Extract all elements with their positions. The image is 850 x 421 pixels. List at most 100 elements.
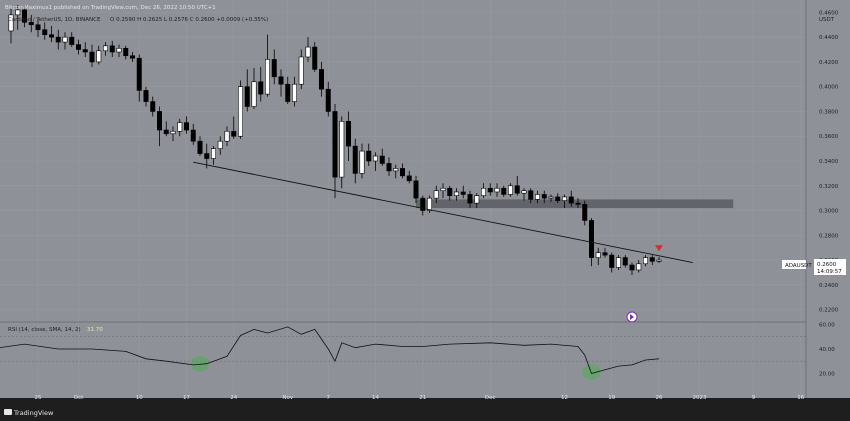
candle [21,4,27,28]
price-tick-label: 0.3400 [819,159,839,165]
candle-body [467,194,473,204]
candle-body [561,196,567,201]
candle-body [264,59,270,95]
candle-body [55,36,61,43]
candle [602,247,608,258]
candle-body [595,252,601,258]
candle-body [433,190,439,199]
candle [480,183,486,199]
price-tick-label: 0.4000 [819,85,839,91]
candle-body [298,56,304,85]
candle [143,86,149,107]
time-axis-area[interactable] [0,398,806,421]
time-tick-label: 17 [183,395,190,401]
candle-body [399,168,405,177]
candle-body [285,83,291,102]
candle-body [609,254,615,268]
candle-body [575,202,581,205]
last-price-label: 0.2600 [817,262,837,268]
rsi-tick-labels: 60.00 40.00 20.00 [819,322,835,377]
time-tick-label: 2023 [693,395,707,401]
candle [82,42,88,57]
candle [642,255,648,267]
candle-body [15,9,21,16]
candle [514,175,520,196]
rsi-indicator-label: RSI (14, close, SMA, 14, 2) [8,327,81,333]
candle-body [130,55,136,59]
time-tick-label: 24 [230,395,237,401]
candle-body [602,252,608,256]
candle [325,81,331,117]
candle [224,126,230,147]
candle [251,68,257,109]
replay-icon[interactable] [626,311,638,323]
candle [163,121,169,137]
candle [507,183,513,197]
candle-body [204,153,210,159]
candle [649,255,655,266]
candle [352,138,358,184]
candle [55,29,61,50]
candle [548,194,554,202]
candle-body [642,257,648,265]
time-tick-labels: 25 Oct 10 17 24 Nov 7 14 21 Dec 12 19 26 2023 9 16 [35,395,805,401]
candle [332,104,338,199]
rsi-oversold-highlight [582,364,601,381]
candle-body [8,14,14,32]
candle-body [501,187,507,195]
candle [561,194,567,209]
candle-body [480,187,486,196]
candle [433,185,439,204]
candle [568,190,574,207]
candle [582,200,588,226]
candle [271,49,277,85]
candle-body [622,257,628,266]
candle [460,185,466,199]
candle-body [649,257,655,262]
candle-body [352,145,358,174]
last-price-badge [814,259,846,275]
publisher-line: BitcoinMaximus1 published on TradingView… [5,5,216,11]
candle-body [528,190,534,200]
candle-body [217,140,223,149]
grid-lines [0,0,806,398]
candle-body [291,83,297,102]
tradingview-logo-icon [4,409,12,415]
candle-body [21,9,27,23]
candle-body [507,185,513,195]
candle-body [582,204,588,221]
candle [136,54,142,102]
price-tick-label: 0.2800 [819,233,839,239]
candle-body [339,121,345,178]
time-tick-label: 26 [656,395,663,401]
candle-body [568,196,574,204]
candle [440,183,446,199]
candle [636,260,642,273]
price-axis-area[interactable] [806,0,850,398]
candle-body [89,51,95,63]
rsi-oversold-highlight [191,355,209,372]
candle [157,106,163,147]
candle [211,146,217,165]
candle-body [494,187,500,193]
candle-body [426,197,432,211]
candle [190,123,196,145]
descending-trendline [193,161,693,263]
candle-body [251,81,257,107]
price-tick-label: 0.3600 [819,134,839,140]
time-tick-label: 7 [327,395,331,401]
candle [575,198,581,209]
candle-body [170,130,176,135]
candle [150,96,156,117]
candle-body [474,195,480,204]
candle-body [420,197,426,211]
time-tick-label: Oct [74,395,84,401]
candle [447,185,453,201]
candle [285,76,291,105]
trendline [193,161,693,263]
candle [366,143,372,166]
candle-body [534,194,540,200]
candle-body [460,191,466,195]
